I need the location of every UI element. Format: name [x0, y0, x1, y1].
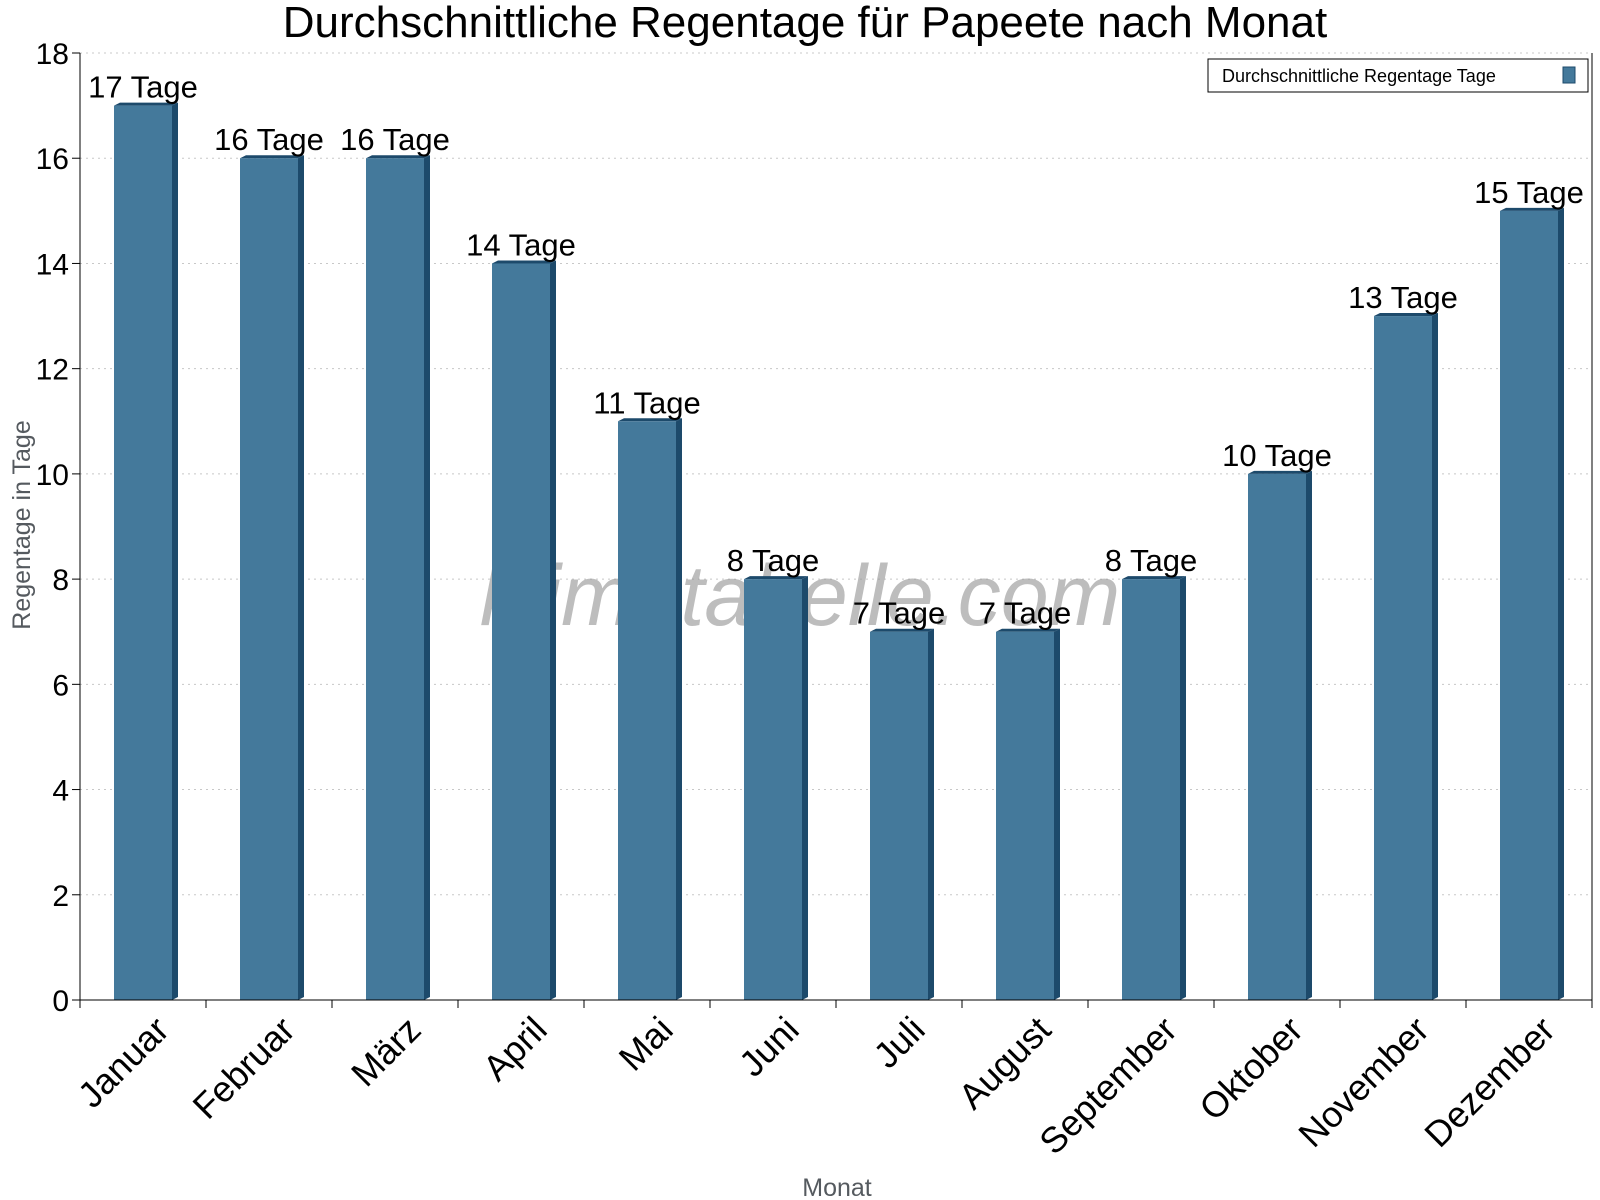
data-label: 13 Tage [1348, 280, 1458, 315]
bar-top [114, 102, 178, 106]
bar-top [240, 155, 304, 159]
y-tick-label: 8 [52, 564, 69, 597]
x-tick-label: September [1031, 1009, 1185, 1163]
x-tick-labels: Januar Februar März April Mai Juni Juli AugustS… [70, 1009, 1563, 1163]
data-label: 11 Tage [593, 385, 700, 420]
bar-side [298, 155, 304, 1000]
axes [72, 52, 1593, 1008]
x-tick-label: Dezember [1416, 1009, 1562, 1155]
bar-top [744, 576, 808, 580]
bar-front [1500, 210, 1558, 1001]
bar [618, 418, 682, 1000]
bar-front [114, 105, 172, 1001]
bar [744, 576, 808, 1000]
x-tick-label: November [1290, 1009, 1436, 1155]
data-label: 8 Tage [1105, 543, 1198, 578]
bar-side [1180, 576, 1186, 1000]
bar-side [424, 155, 430, 1000]
x-tick-label: Juli [865, 1009, 932, 1076]
bar-front [870, 631, 928, 1000]
legend-swatch [1562, 66, 1576, 84]
data-label: 8 Tage [727, 543, 820, 578]
bar-front [366, 158, 424, 1000]
bar [366, 155, 430, 1000]
bar-front [492, 263, 550, 1000]
data-label: 16 Tage [214, 122, 324, 157]
bar-front [1374, 316, 1432, 1000]
bar [996, 628, 1060, 1000]
bar [1374, 313, 1438, 1000]
gridlines [80, 52, 1592, 896]
data-labels: 17 Tage 16 Tage 16 Tage 14 Tage 11 Tage 8 Tag… [88, 70, 1584, 631]
y-tick-label: 14 [36, 248, 69, 281]
data-label: 10 Tage [1222, 438, 1332, 473]
bar-side [172, 102, 178, 1001]
x-tick-label: Mai [611, 1009, 681, 1079]
bar-side [676, 418, 682, 1000]
bar-top [1122, 576, 1186, 580]
y-tick-label: 18 [36, 38, 69, 71]
bar-side [1306, 470, 1312, 1000]
x-axis-label: Monat [802, 1174, 872, 1200]
bar-front [618, 421, 676, 1000]
data-label: 15 Tage [1474, 175, 1584, 210]
bar [240, 155, 304, 1000]
data-label: 16 Tage [340, 122, 450, 157]
bar-side [802, 576, 808, 1000]
y-tick-label: 10 [36, 459, 69, 492]
bar-side [1054, 628, 1060, 1000]
bar [1248, 470, 1312, 1000]
bar-side [1558, 207, 1564, 1001]
bar-top [996, 628, 1060, 632]
x-tick-label: Oktober [1191, 1009, 1311, 1129]
data-label: 7 Tage [853, 596, 946, 631]
x-tick-label: März [343, 1009, 429, 1095]
data-label: 7 Tage [979, 596, 1072, 631]
x-tick-label: April [475, 1009, 555, 1089]
bar [870, 628, 934, 1000]
data-label: 14 Tage [466, 227, 576, 262]
x-tick-label: Februar [185, 1009, 303, 1127]
x-tick-label: August [950, 1009, 1058, 1117]
y-tick-label: 0 [52, 985, 69, 1018]
x-tick-label: Juni [731, 1009, 807, 1085]
bar-front [1122, 579, 1180, 1000]
bar-side [550, 260, 556, 1000]
y-tick-label: 4 [52, 775, 69, 808]
data-label: 17 Tage [88, 70, 198, 105]
bar [492, 260, 556, 1000]
y-tick-label: 6 [52, 669, 69, 702]
bar-top [1374, 313, 1438, 317]
bar-top [1248, 470, 1312, 474]
bar-top [492, 260, 556, 264]
bar-side [1432, 313, 1438, 1000]
bar-front [1248, 473, 1306, 1000]
bar [114, 102, 178, 1001]
legend-label: Durchschnittliche Regentage Tage [1222, 66, 1496, 86]
legend-box [1207, 58, 1589, 93]
bar-top [618, 418, 682, 422]
bars [114, 102, 1564, 1001]
bar-side [928, 628, 934, 1000]
bar-top [1500, 207, 1564, 211]
legend: Durchschnittliche Regentage Tage [1207, 58, 1589, 93]
bar [1500, 207, 1564, 1001]
x-tick-label: Januar [70, 1009, 177, 1116]
bar [1122, 576, 1186, 1000]
y-axis-label: Regentage in Tage [8, 420, 36, 629]
bar-front [744, 579, 802, 1000]
y-tick-label: 2 [52, 880, 69, 913]
bar-top [870, 628, 934, 632]
y-tick-label: 16 [36, 143, 69, 176]
y-tick-labels: 0 2 4 6 8 10 12 14 16 18 [36, 38, 69, 1018]
bar-front [996, 631, 1054, 1000]
y-tick-label: 12 [36, 354, 69, 387]
bar-top [366, 155, 430, 159]
bar-front [240, 158, 298, 1000]
chart-title: Durchschnittliche Regentage für Papeete … [283, 0, 1327, 47]
